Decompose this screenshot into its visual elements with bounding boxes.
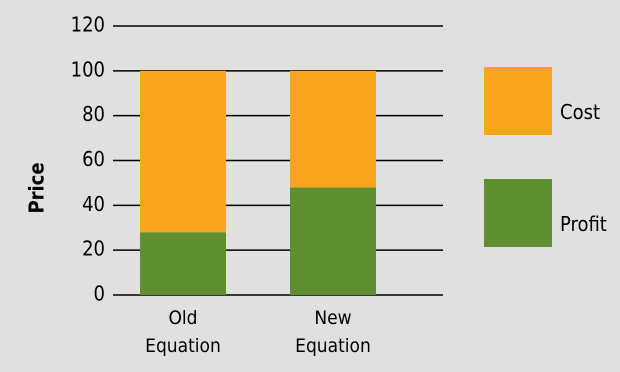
bar-cost-1 (140, 70, 226, 233)
x-axis-labels: Old Equation New Equation (145, 307, 371, 357)
y-tick-label: 80 (82, 102, 105, 126)
bar-profit-2 (290, 187, 376, 295)
y-tick-label: 120 (71, 13, 105, 37)
y-tick-label: 0 (94, 282, 105, 306)
legend: Cost Profit (484, 67, 607, 247)
bars (140, 70, 376, 295)
bar-profit-1 (140, 232, 226, 295)
legend-label-profit: Profit (560, 212, 607, 236)
legend-swatch-cost (484, 67, 552, 135)
x-category-label: Old Equation (145, 307, 221, 357)
y-tick-label: 100 (71, 57, 105, 81)
y-tick-label: 20 (82, 237, 105, 261)
y-tick-label: 40 (82, 192, 105, 216)
legend-swatch-profit (484, 179, 552, 247)
y-axis-label: Price (25, 162, 49, 213)
bar-cost-2 (290, 70, 376, 188)
legend-label-cost: Cost (560, 100, 600, 124)
y-axis-ticks: 0 20 40 60 80 100 120 (71, 13, 105, 306)
x-category-label: New Equation (295, 307, 371, 357)
y-tick-label: 60 (82, 147, 105, 171)
